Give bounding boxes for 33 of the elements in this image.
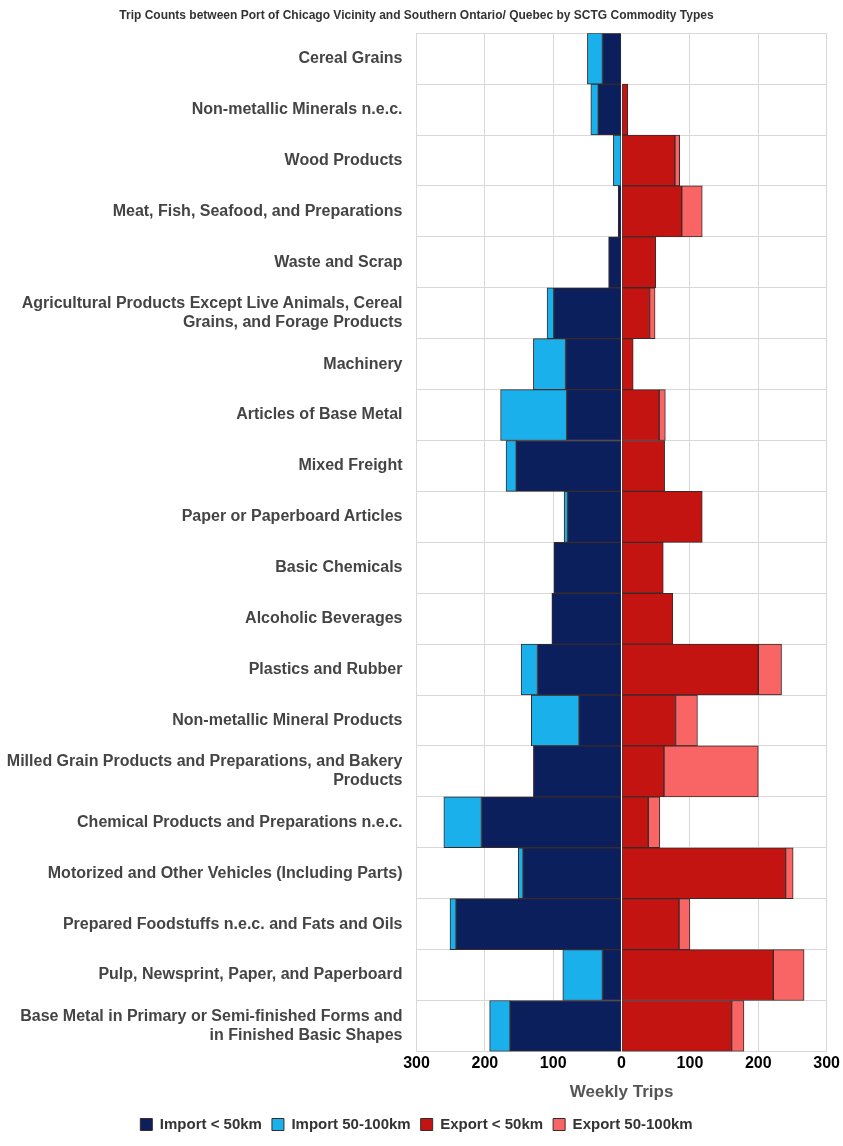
x-tick-label: 200 <box>471 1054 499 1072</box>
y-tick-label: Machinery <box>323 354 403 372</box>
x-tick-label: 100 <box>539 1054 567 1072</box>
y-tick-label: Paper or Paperboard Articles <box>181 507 403 525</box>
y-tick-label: Cereal Grains <box>298 49 403 67</box>
y-tick-label: Agricultural Products Except Live Animals, Cereal Grains, and Forage Products <box>21 294 403 331</box>
x-axis-title: Weekly Trips <box>569 1082 674 1102</box>
x-tick-label: 200 <box>744 1054 772 1072</box>
y-tick-label: Prepared Foodstuffs n.e.c. and Fats and Oils <box>62 914 403 932</box>
y-tick-label: Waste and Scrap <box>274 252 403 270</box>
y-tick-label: Articles of Base Metal <box>236 405 403 423</box>
y-tick-label: Motorized and Other Vehicles (Including Parts) <box>47 863 403 881</box>
y-tick-label: Base Metal in Primary or Semi-finished Forms and in Finished Basic Shapes <box>20 1006 403 1043</box>
y-tick-label: Alcoholic Beverages <box>245 609 403 627</box>
chart-title: Trip Counts between Port of Chicago Vicinity and Southern Ontario/ Quebec by SCTG Commodity Types <box>119 8 714 23</box>
x-tick-label: 300 <box>813 1054 841 1072</box>
legend-label: Export < 50km <box>440 1114 544 1132</box>
legend-label: Import 50-100km <box>291 1114 411 1132</box>
y-tick-label: Plastics and Rubber <box>248 659 403 677</box>
x-tick-label: 100 <box>676 1054 704 1072</box>
x-tick-label: 0 <box>617 1054 627 1072</box>
y-tick-label: Mixed Freight <box>298 456 404 474</box>
y-tick-label: Pulp, Newsprint, Paper, and Paperboard <box>98 965 403 983</box>
y-tick-label: Meat, Fish, Seafood, and Preparations <box>112 201 403 219</box>
legend-label: Export 50-100km <box>572 1114 693 1132</box>
y-tick-label: Basic Chemicals <box>275 558 403 576</box>
y-tick-label: Non-metallic Minerals n.e.c. <box>191 99 403 117</box>
y-tick-label: Wood Products <box>284 150 403 168</box>
y-tick-label: Milled Grain Products and Preparations, and Bakery Products <box>6 752 403 789</box>
x-tick-label: 300 <box>403 1054 430 1072</box>
y-tick-label: Non-metallic Mineral Products <box>172 710 403 728</box>
y-tick-label: Chemical Products and Preparations n.e.c. <box>77 812 403 830</box>
legend-label: Import < 50km <box>159 1114 262 1132</box>
